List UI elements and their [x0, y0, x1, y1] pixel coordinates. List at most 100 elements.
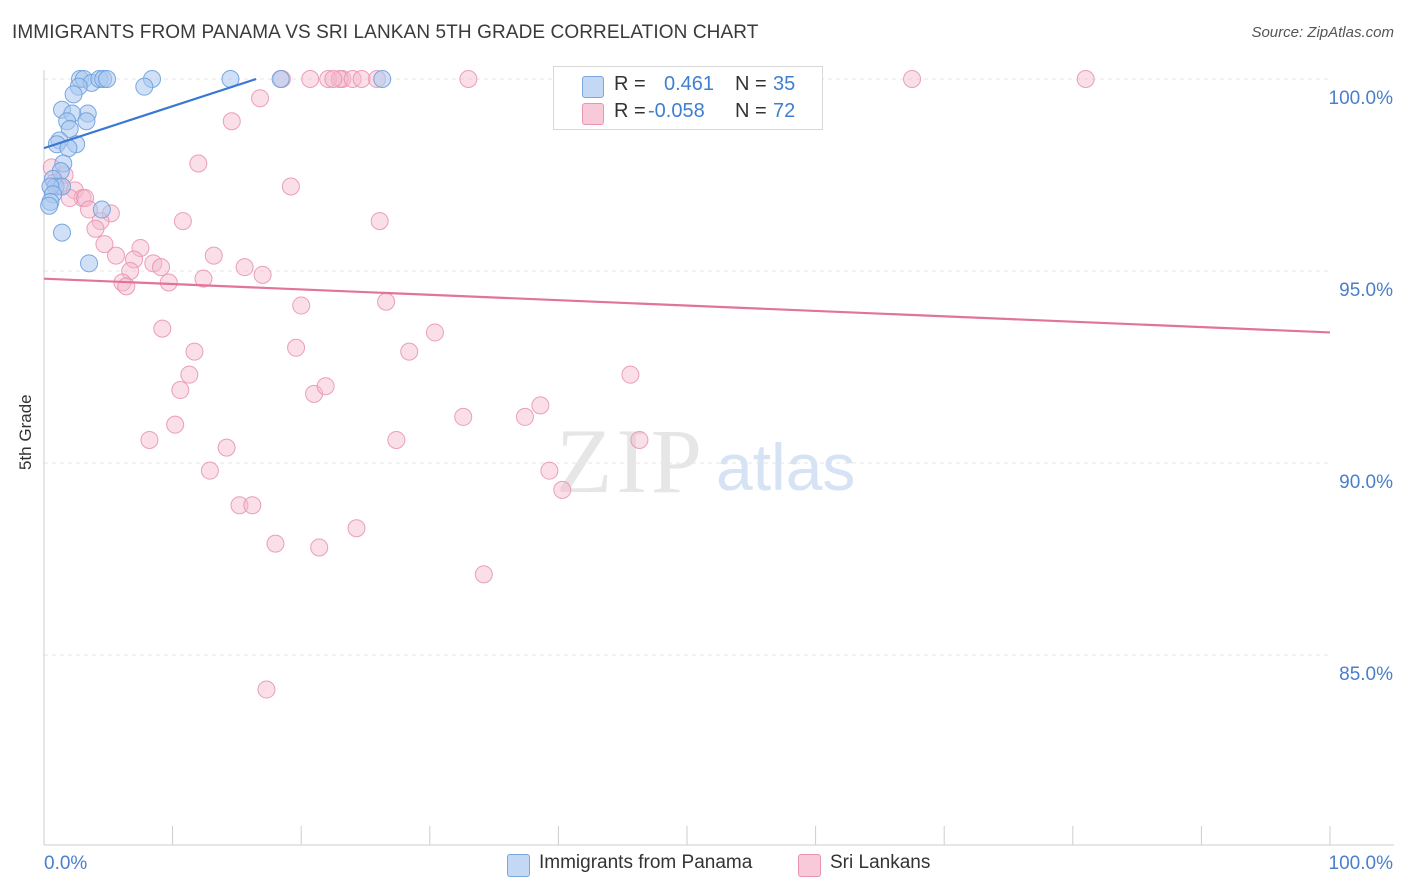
srilankan-point	[257, 680, 276, 699]
legend-r-value-panama: 0.461	[664, 73, 715, 95]
srilankan-point	[352, 70, 371, 88]
panama-point	[64, 85, 83, 104]
correlation-legend: R = 0.461 N = 35 R = -0.058 N = 72	[553, 66, 823, 130]
legend-r-label: R =	[614, 100, 646, 122]
srilankan-point	[222, 112, 241, 131]
legend-swatch-panama	[507, 854, 530, 877]
srilankan-point	[185, 342, 204, 361]
srilankan-point	[180, 365, 199, 384]
srilankan-point	[200, 461, 219, 480]
srilankan-point	[140, 430, 159, 449]
srilankan-points	[42, 70, 1095, 699]
srilankan-point	[400, 342, 419, 361]
legend-n-label: N =	[735, 73, 767, 95]
panama-point	[98, 70, 117, 88]
srilankan-point	[630, 430, 649, 449]
srilankan-point	[131, 238, 150, 257]
srilankan-point	[454, 407, 473, 426]
srilankan-point	[903, 70, 922, 88]
y-tick-label: 90.0%	[1339, 472, 1393, 493]
srilankan-point	[287, 338, 306, 357]
srilankan-point	[173, 212, 192, 231]
srilankan-point	[301, 70, 320, 88]
srilankan-point	[553, 480, 572, 499]
x-tick-labels: 0.0% 100.0%	[44, 853, 1393, 874]
srilankan-point	[217, 438, 236, 457]
panama-point	[92, 200, 111, 219]
srilankan-point	[107, 246, 126, 265]
srilankan-point	[194, 269, 213, 288]
srilankan-point	[515, 407, 534, 426]
legend-swatch-srilankan	[798, 854, 821, 877]
srilankan-point	[159, 273, 178, 292]
srilankan-point	[531, 396, 550, 415]
y-axis-label: 5th Grade	[16, 394, 35, 470]
srilankan-point	[86, 219, 105, 238]
legend-swatch-panama	[582, 76, 604, 98]
srilankan-point	[310, 538, 329, 557]
panama-point	[77, 112, 96, 131]
srilankan-point	[230, 496, 249, 515]
srilankan-point	[324, 70, 343, 88]
srilankan-point	[189, 154, 208, 173]
series-legend: Immigrants from Panama Sri Lankans	[0, 852, 1406, 878]
srilankan-point	[347, 519, 366, 538]
srilankan-point	[125, 250, 144, 269]
chart-title: IMMIGRANTS FROM PANAMA VS SRI LANKAN 5TH…	[12, 22, 759, 43]
legend-n-value-srilankan: 72	[773, 100, 796, 122]
y-tick-label: 85.0%	[1339, 664, 1393, 685]
srilankan-point	[95, 235, 114, 254]
srilankan-point	[292, 296, 311, 315]
srilankan-point	[152, 258, 171, 277]
srilankan-point	[621, 365, 640, 384]
srilankan-point	[474, 565, 493, 584]
srilankan-point	[387, 430, 406, 449]
srilankan-point	[76, 189, 95, 208]
srilankan-point	[425, 323, 444, 342]
panama-point	[135, 77, 154, 96]
panama-point	[53, 223, 72, 242]
srilankan-point	[281, 177, 300, 196]
legend-n-value-panama: 35	[773, 73, 796, 95]
srilankan-point	[166, 415, 185, 434]
srilankan-point	[330, 70, 349, 88]
srilankan-point	[204, 246, 223, 265]
legend-swatch-srilankan	[582, 103, 604, 125]
srilankan-point	[117, 277, 136, 296]
grid-lines	[44, 78, 1330, 656]
legend-label-srilankan: Sri Lankans	[830, 852, 931, 873]
trend-lines	[43, 77, 1331, 334]
legend-r-value-srilankan: -0.058	[648, 100, 705, 122]
panama-points	[40, 70, 392, 273]
panama-point	[271, 70, 290, 88]
legend-row-srilankan: R = -0.058 N = 72	[554, 100, 822, 128]
legend-row-panama: R = 0.461 N = 35	[554, 73, 822, 101]
panama-trend-line	[43, 77, 257, 150]
y-tick-labels: 100.0% 95.0% 90.0% 85.0%	[1329, 88, 1394, 685]
y-tick-label: 100.0%	[1329, 88, 1394, 109]
srilankan-point	[243, 496, 262, 515]
legend-r-label: R =	[614, 73, 646, 95]
source-credit: Source: ZipAtlas.com	[1251, 24, 1394, 41]
panama-point	[373, 70, 392, 88]
panama-point	[80, 254, 99, 273]
srilankan-point	[1076, 70, 1095, 88]
legend-n-label: N =	[735, 100, 767, 122]
srilankan-point	[377, 292, 396, 311]
watermark-zip: ZIP	[556, 410, 706, 512]
srilankan-point	[343, 70, 362, 88]
srilankan-point	[251, 89, 270, 108]
panama-point	[40, 196, 59, 215]
srilankan-point	[171, 381, 190, 400]
srilankan-point	[370, 212, 389, 231]
x-tick-label-max: 100.0%	[1329, 853, 1394, 874]
srilankan-point	[266, 534, 285, 553]
srilankan-point	[459, 70, 478, 88]
watermark-atlas: atlas	[716, 430, 855, 504]
srilankan-point	[540, 461, 559, 480]
x-tick-label-min: 0.0%	[44, 853, 87, 874]
watermark: ZIP atlas	[556, 410, 855, 512]
srilankan-point	[235, 258, 254, 277]
panama-point	[60, 119, 79, 138]
